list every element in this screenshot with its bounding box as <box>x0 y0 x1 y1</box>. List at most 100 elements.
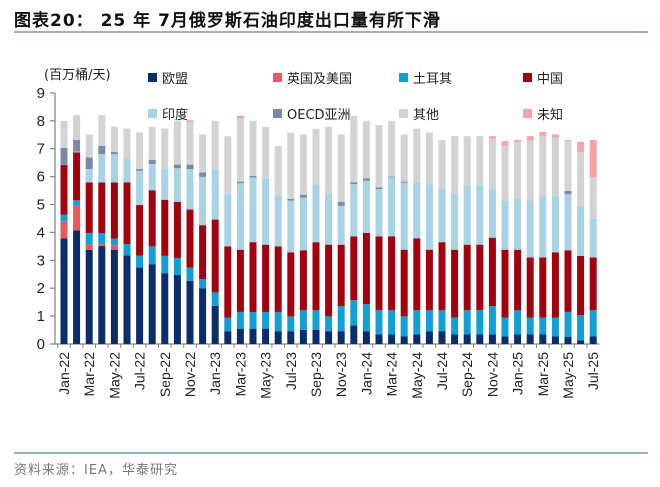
x-tick-label: Mar-22 <box>81 352 97 397</box>
legend-label: OECD亚洲 <box>287 108 351 123</box>
footer-divider <box>14 452 648 454</box>
bar-segment <box>274 145 282 196</box>
bar-segment <box>312 242 320 311</box>
legend-swatch <box>148 109 157 118</box>
bar-segment <box>186 164 194 170</box>
bar-segment <box>463 185 471 245</box>
x-tick-label: Jul-22 <box>132 352 148 390</box>
bar-segment <box>539 334 547 344</box>
bar-segment <box>173 120 181 165</box>
x-tick-label: Nov-22 <box>182 352 198 397</box>
bar-segment <box>400 134 408 182</box>
bar-stack <box>501 141 509 344</box>
bar-segment <box>85 232 93 245</box>
bar-segment <box>564 250 572 312</box>
x-tick-label: Jul-25 <box>585 352 601 390</box>
bar-segment <box>577 205 585 256</box>
bar-segment <box>136 170 144 206</box>
bar-segment <box>589 257 597 311</box>
bar-segment <box>274 195 282 247</box>
x-tick-label: May-22 <box>106 352 122 399</box>
bar-segment <box>325 316 333 332</box>
bar-segment <box>488 136 496 139</box>
bar-segment <box>249 177 257 243</box>
bar-segment <box>438 331 446 344</box>
legend-label: 其他 <box>413 108 440 123</box>
bar-segment <box>85 244 93 250</box>
bar-segment <box>236 181 244 184</box>
bar-segment <box>451 334 459 344</box>
bar-segment <box>413 334 421 344</box>
bar-segment <box>539 317 547 335</box>
bar-segment <box>148 264 156 344</box>
x-tick-label: Mar-24 <box>384 352 400 397</box>
bar-segment <box>299 194 307 198</box>
legend-item: 印度 <box>148 104 188 123</box>
legend-item: 土耳其 <box>399 68 452 87</box>
bar-segment <box>186 209 194 268</box>
bar-segment <box>413 182 421 239</box>
bar-segment <box>236 328 244 344</box>
bar-segment <box>337 205 345 245</box>
bar-segment <box>350 182 358 185</box>
bar-segment <box>98 115 106 146</box>
bar-segment <box>388 310 396 335</box>
chart-title: 图表20： 25 年 7月俄罗斯石油印度出口量有所下滑 <box>14 11 441 31</box>
bar-segment <box>211 120 219 170</box>
bar-segment <box>514 310 522 335</box>
bar-segment <box>85 249 93 344</box>
bar-segment <box>451 317 459 335</box>
bar-stack <box>262 126 270 344</box>
bar-segment <box>224 317 232 332</box>
bar-segment <box>110 182 118 239</box>
bar-segment <box>73 151 81 153</box>
bar-segment <box>173 274 181 344</box>
legend-label: 中国 <box>537 72 564 87</box>
bar-segment <box>564 337 572 344</box>
bar-segment <box>85 182 93 233</box>
bar-segment <box>463 244 471 311</box>
bar-segment <box>325 126 333 195</box>
bar-segment <box>299 310 307 330</box>
bar-segment <box>136 169 144 171</box>
y-tick-label: 2 <box>37 280 45 297</box>
bar-segment <box>589 140 597 178</box>
bar-segment <box>262 328 270 344</box>
bar-segment <box>73 205 81 231</box>
bar-segment <box>539 131 547 136</box>
y-tick-label: 9 <box>37 85 45 102</box>
bar-segment <box>488 334 496 344</box>
bar-segment <box>161 169 169 200</box>
bar-segment <box>325 244 333 317</box>
x-tick-label: Jan-23 <box>207 352 223 395</box>
bar-segment <box>73 230 81 344</box>
bar-segment <box>577 142 585 153</box>
x-tick-label: Mar-25 <box>535 352 551 397</box>
bar-segment <box>73 152 81 201</box>
bar-segment <box>148 190 156 247</box>
bar-segment <box>98 246 106 344</box>
bar-segment <box>211 169 219 220</box>
bar-stack <box>425 132 433 344</box>
bar-segment <box>199 225 207 279</box>
bar-segment <box>375 236 383 311</box>
bar-segment <box>539 196 547 258</box>
bar-stack <box>161 128 169 344</box>
bar-stack <box>438 140 446 344</box>
bar-segment <box>199 278 207 289</box>
y-tick-label: 7 <box>37 141 45 158</box>
bar-segment <box>224 194 232 247</box>
bar-segment <box>514 140 522 143</box>
bar-stack <box>98 115 106 344</box>
x-tick-label: Jan-22 <box>56 352 72 395</box>
bar-segment <box>425 249 433 311</box>
bar-segment <box>350 236 358 301</box>
bar-segment <box>488 237 496 307</box>
bar-stack <box>236 115 244 344</box>
bar-stack <box>400 134 408 344</box>
x-tick-label: Mar-23 <box>232 352 248 397</box>
bar-segment <box>564 141 572 191</box>
legend-swatch <box>273 73 282 82</box>
bar-segment <box>476 334 484 344</box>
bar-segment <box>514 334 522 344</box>
